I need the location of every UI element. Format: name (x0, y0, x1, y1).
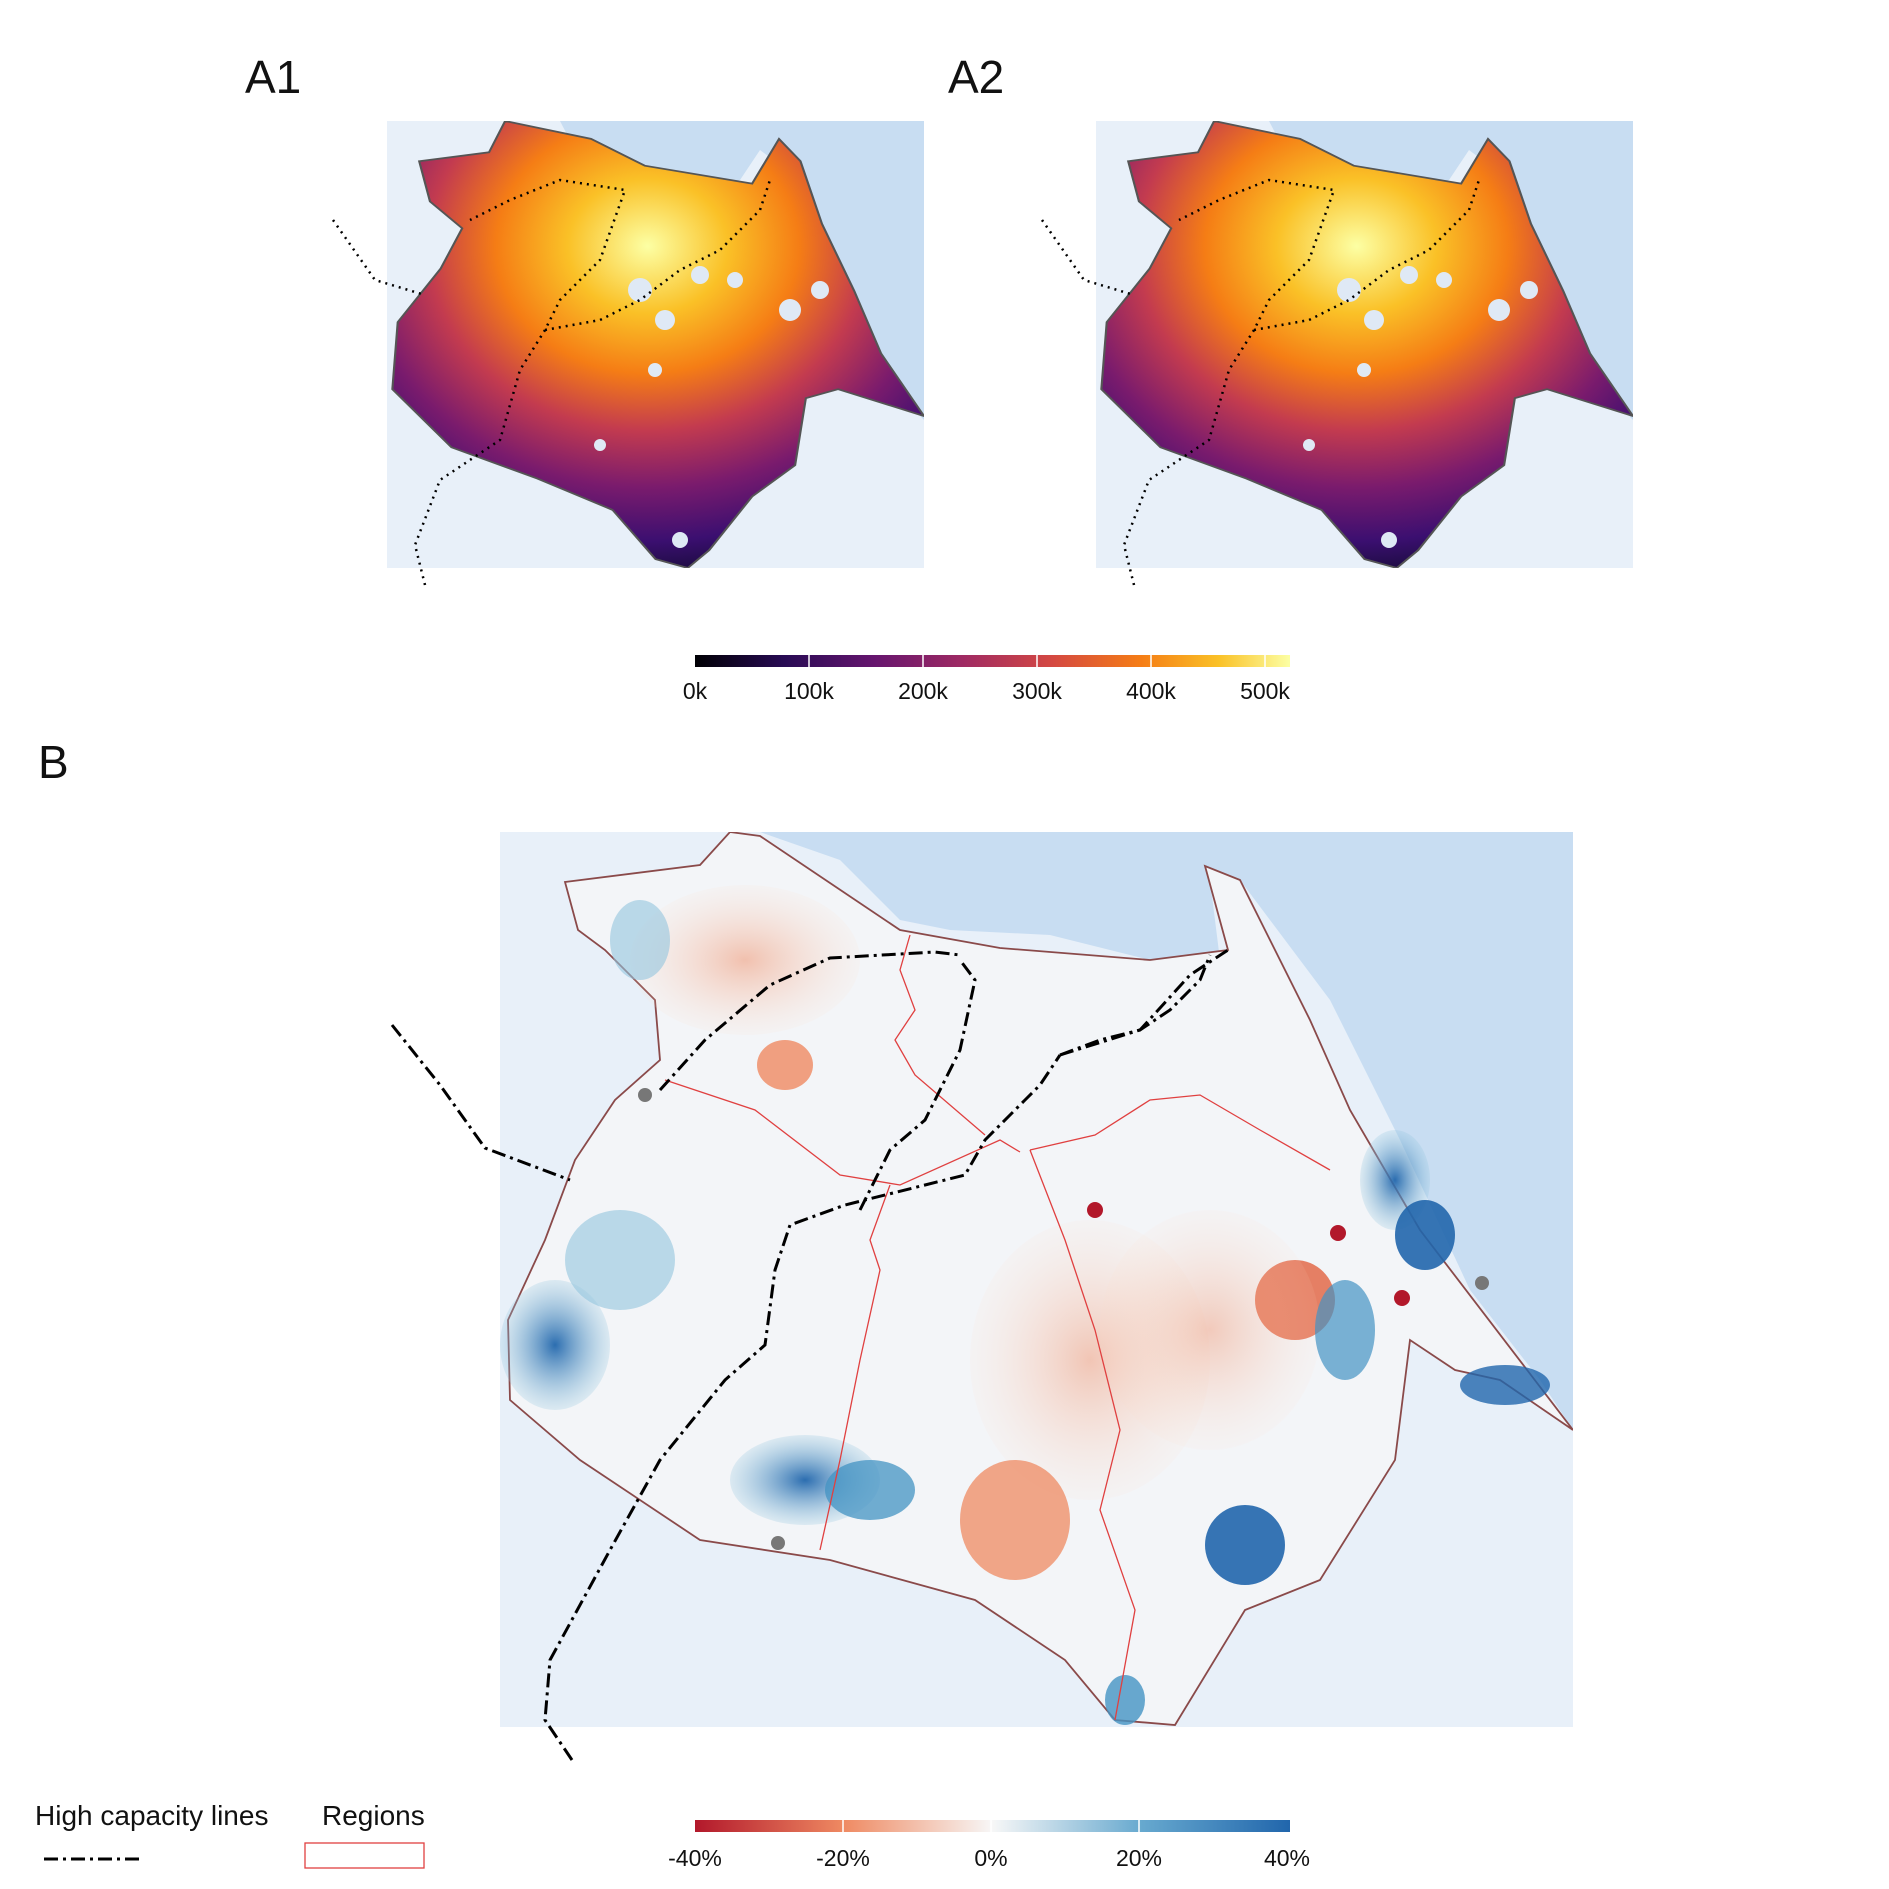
cb-top-tick-5: 500k (1240, 678, 1290, 704)
colorbar-top (695, 655, 1290, 667)
map-b-water (760, 832, 1573, 1430)
cb-bottom-tick-4: 40% (1263, 1845, 1311, 1871)
map-b-transit-lines (390, 948, 1229, 1761)
map-a1 (387, 121, 924, 568)
cb-bottom-tick-0: -40% (668, 1845, 722, 1871)
cb-top-tick-1: 100k (784, 678, 834, 704)
map-a2-transit-lines (1040, 178, 1481, 586)
map-a1-transit-lines (331, 178, 772, 586)
cb-top-tick-2: 200k (898, 678, 948, 704)
map-a2 (1096, 121, 1633, 568)
colorbar-bottom (695, 1820, 1290, 1832)
map-a2-water (1269, 121, 1633, 420)
colorbar-bottom-ticks (842, 1820, 1140, 1832)
legend-lines-title: High capacity lines (35, 1800, 269, 1831)
legend-region-symbol (304, 1842, 425, 1869)
cb-top-tick-0: 0k (682, 678, 708, 704)
map-a2-gaps (1303, 266, 1538, 548)
map-a1-water (560, 121, 924, 420)
map-b-change-zones (500, 885, 1550, 1725)
map-a1-gaps (594, 266, 829, 548)
map-b-regions (664, 934, 1331, 1721)
panel-label-a1: A1 (245, 51, 302, 103)
cb-top-tick-3: 300k (1012, 678, 1062, 704)
cb-bottom-tick-2: 0% (974, 1845, 1008, 1871)
cb-top-tick-4: 400k (1126, 678, 1176, 704)
panel-label-a2: A2 (948, 51, 1005, 103)
legend-regions-title: Regions (322, 1800, 425, 1831)
cb-bottom-tick-3: 20% (1115, 1845, 1163, 1871)
map-b (500, 832, 1573, 1727)
panel-label-b: B (38, 736, 69, 788)
cb-bottom-tick-1: -20% (816, 1845, 870, 1871)
colorbar-top-ticks (808, 655, 1266, 667)
